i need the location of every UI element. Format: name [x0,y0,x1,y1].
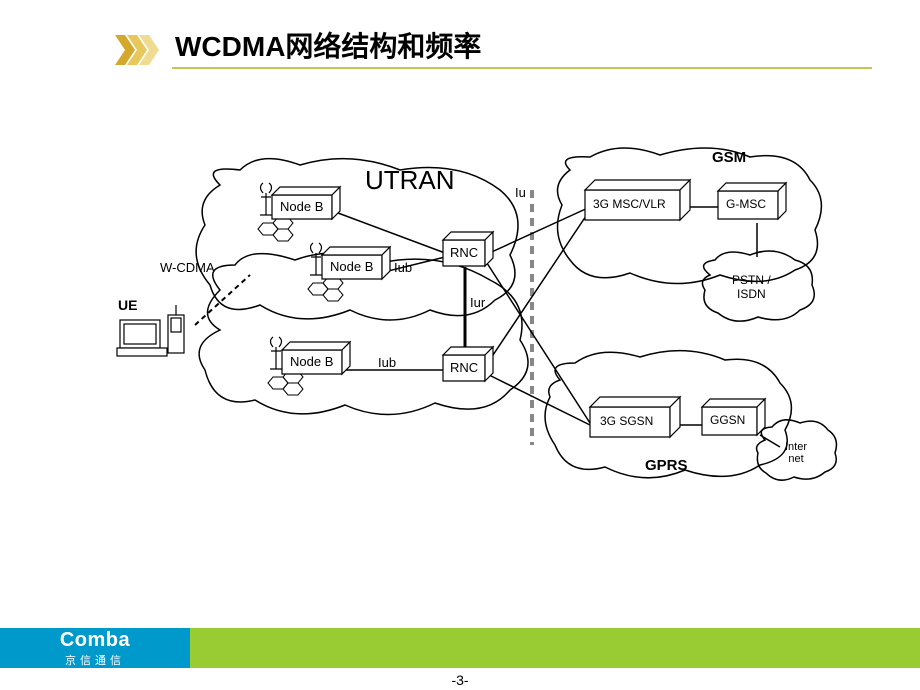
iur-label: Iur [470,295,485,310]
iub-label-2: Iub [378,355,396,370]
iub-label-1: Iub [394,260,412,275]
gmsc-label: G-MSC [726,197,766,211]
footer-green-bar [190,628,920,668]
iu-label: Iu [515,185,526,200]
brand-name-cn: 京信通信 [65,652,125,668]
gprs-label: GPRS [645,457,688,474]
chevrons-icon [115,35,165,65]
network-diagram: UTRAN GSM GPRS UE W-CDMA Iu Iub Iub Iur … [100,145,840,525]
footer-brand-block: Comba 京信通信 [0,628,190,668]
wcdma-label: W-CDMA [160,260,215,275]
brand-name: Comba [60,629,130,652]
msc-label: 3G MSC/VLR [593,197,666,211]
internet-label: Inter net [785,441,807,465]
rnc2-label: RNC [450,360,478,375]
title-underline [172,67,872,69]
slide-footer: Comba 京信通信 -3- [0,628,920,690]
utran-label: UTRAN [365,165,455,196]
ue-label: UE [118,297,137,313]
ggsn-label: GGSN [710,413,745,427]
pstn-label: PSTN / ISDN [732,273,771,301]
page-number: -3- [0,672,920,688]
nodeb3-label: Node B [290,354,333,369]
slide-header: WCDMA网络结构和频率 [0,25,920,85]
nodeb2-label: Node B [330,259,373,274]
gsm-label: GSM [712,149,746,166]
page-title: WCDMA网络结构和频率 [175,25,481,65]
nodeb1-label: Node B [280,199,323,214]
rnc1-label: RNC [450,245,478,260]
sgsn-label: 3G SGSN [600,414,653,428]
